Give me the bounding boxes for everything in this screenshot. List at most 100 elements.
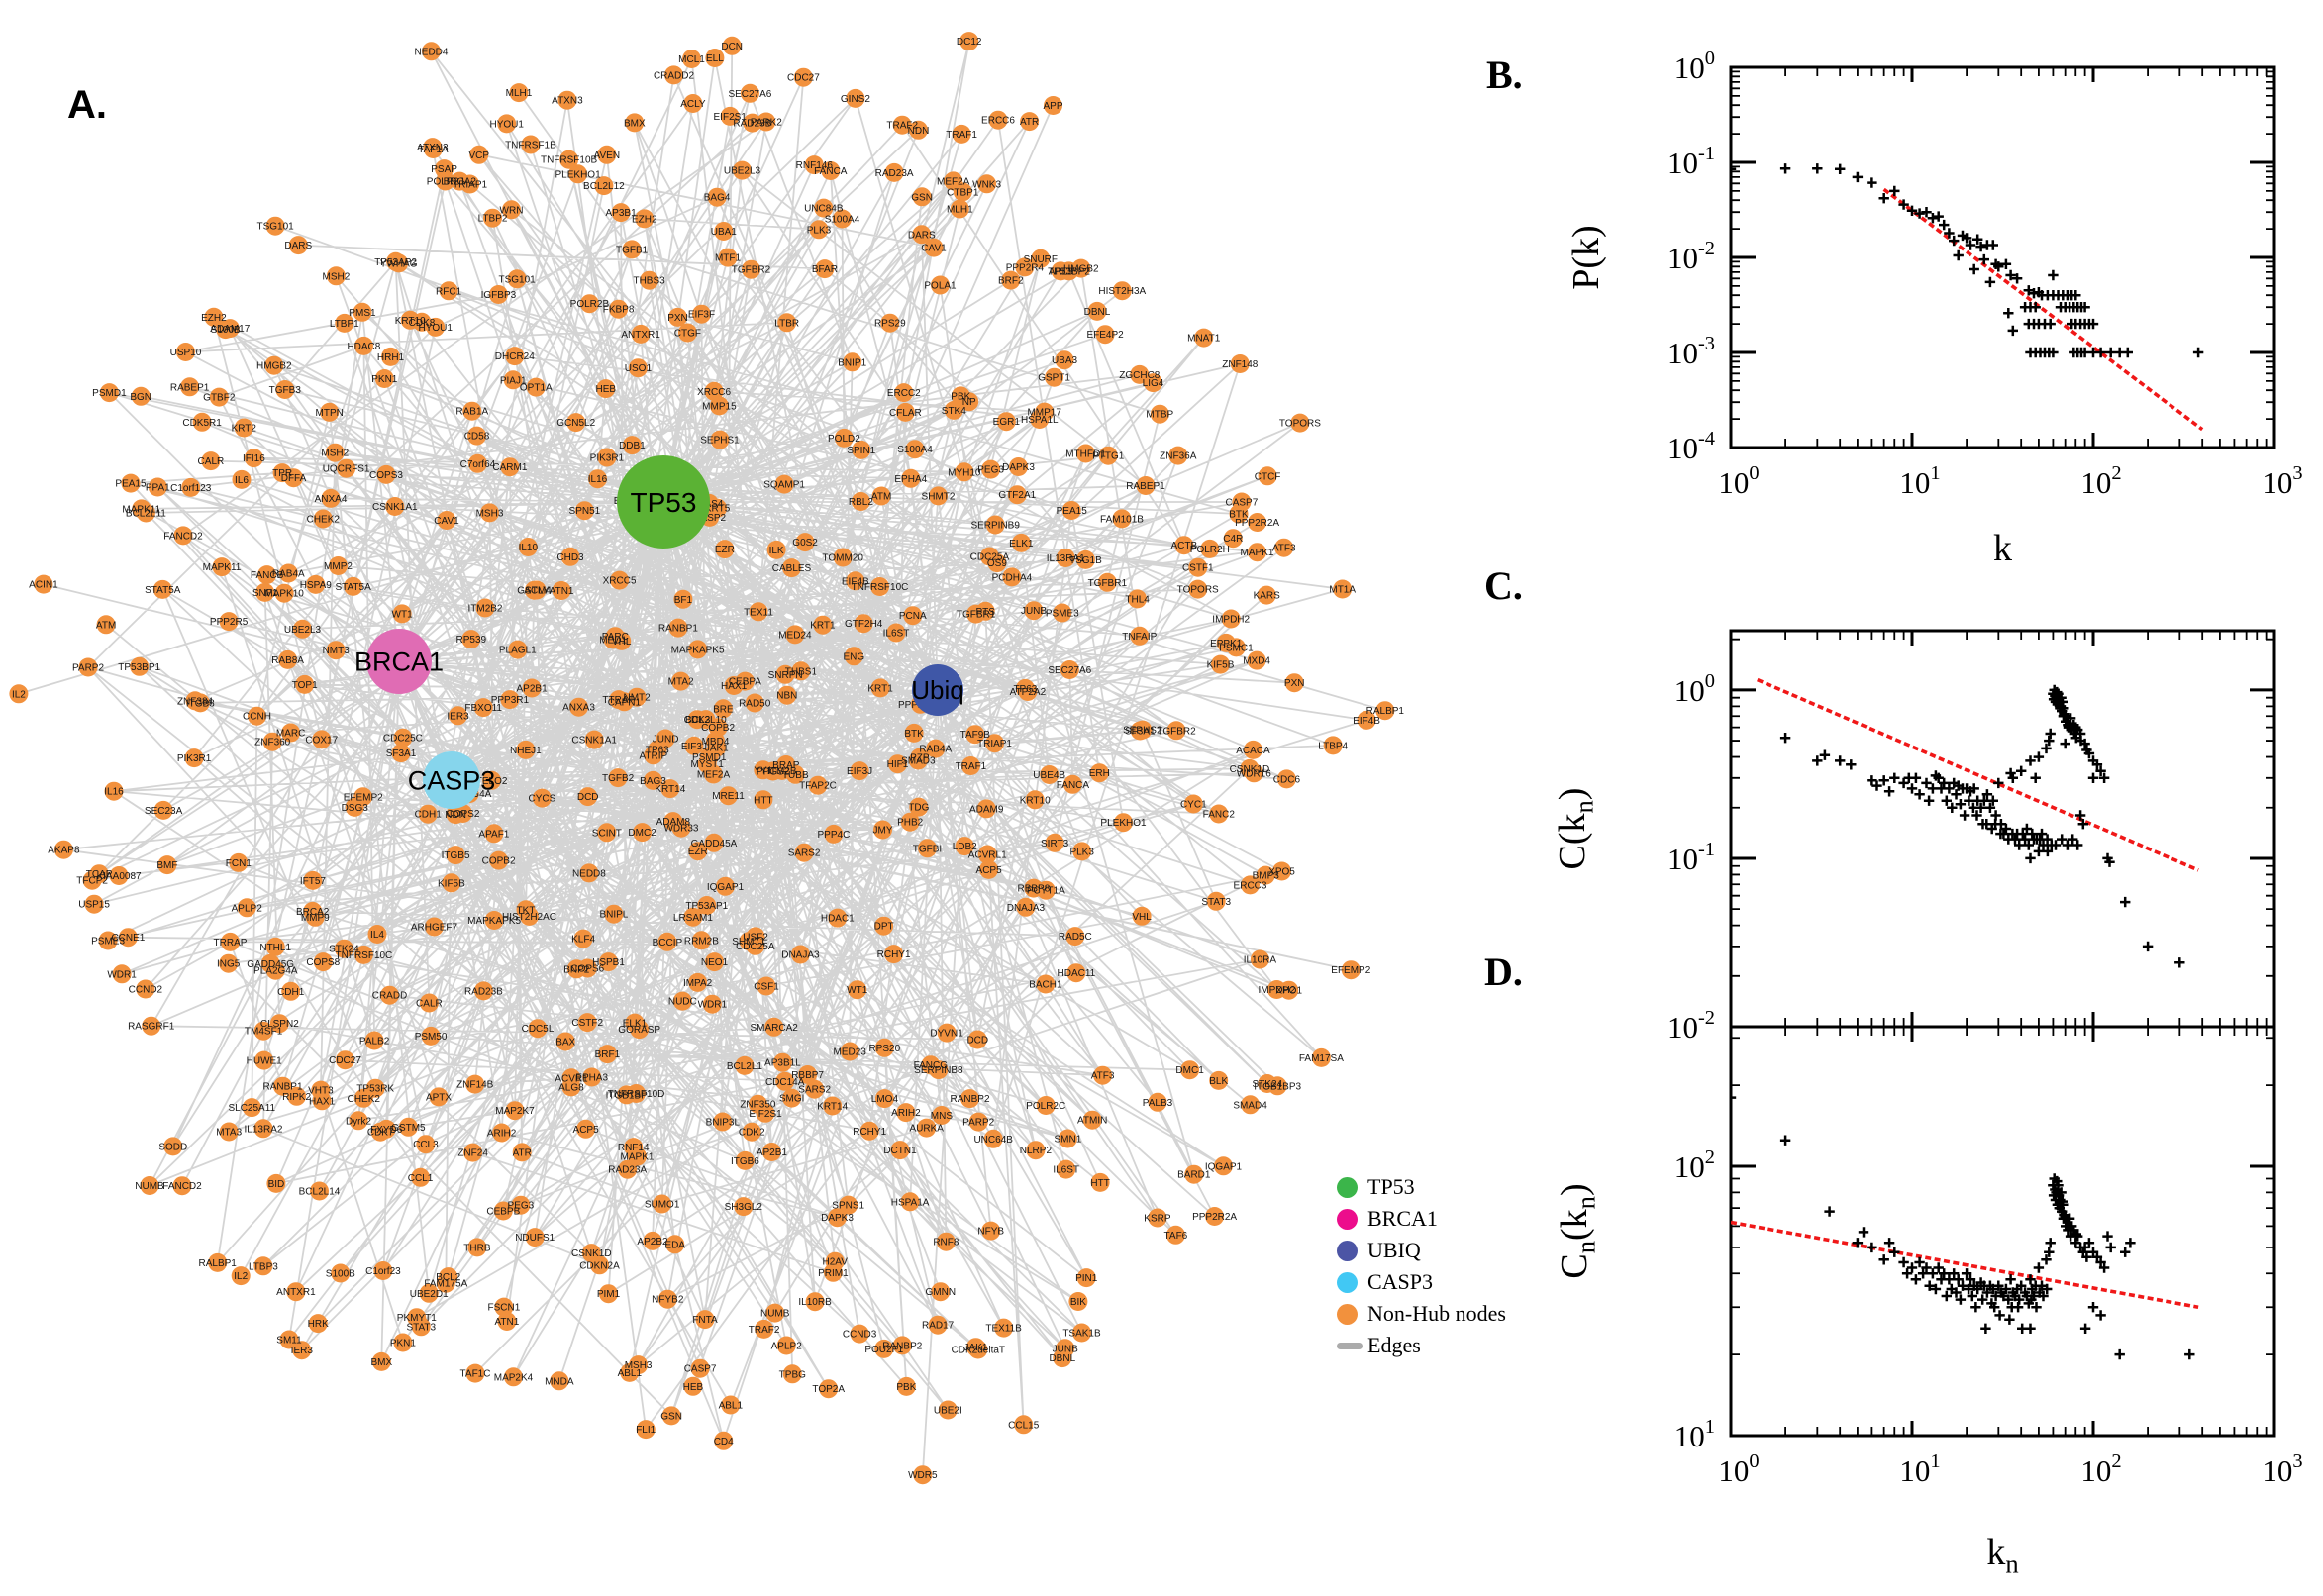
network-node-label: RP539	[456, 635, 487, 646]
network-node	[683, 94, 703, 113]
network-node	[668, 307, 687, 327]
network-node	[185, 691, 205, 711]
network-node	[1112, 509, 1132, 529]
network-node	[1045, 833, 1064, 852]
network-node-label: MT1A	[1329, 585, 1356, 596]
network-node-label: PSME3	[91, 937, 125, 948]
network-node	[255, 582, 275, 602]
network-node-label: GSN	[911, 192, 933, 203]
network-node-label: SCINT	[592, 828, 622, 839]
network-node	[1040, 765, 1060, 784]
network-node	[721, 1395, 741, 1415]
network-node-label: RAB4A	[919, 745, 952, 755]
panel-c-label: C.	[1484, 563, 1523, 608]
network-node	[994, 1318, 1014, 1338]
network-node	[1221, 609, 1241, 629]
network-node	[1183, 794, 1203, 814]
network-node-label: ADAM17	[210, 324, 250, 335]
network-node	[996, 412, 1016, 432]
network-node-label: STAT3	[1201, 897, 1231, 908]
network-node-label: FBXO11	[464, 703, 502, 714]
network-node-label: RNF8	[933, 1238, 960, 1248]
network-node-label: NMT3	[323, 646, 351, 656]
network-node-label: SF3A1	[1125, 727, 1156, 738]
network-node	[184, 748, 204, 768]
network-node	[754, 790, 773, 810]
fit-line	[1757, 677, 2199, 872]
network-node	[643, 1231, 662, 1250]
network-node-label: CDC14A	[765, 1077, 805, 1088]
network-node-label: RAD17	[922, 1321, 955, 1332]
network-node	[484, 824, 504, 844]
network-node-label: AP2B2	[637, 1237, 668, 1247]
network-node	[824, 824, 844, 844]
network-node	[605, 627, 625, 647]
network-node-label: APLP2	[232, 903, 263, 914]
network-node	[707, 187, 727, 207]
network-node-label: EPHA4	[894, 474, 927, 485]
network-node-label: SUMO1	[645, 1200, 680, 1211]
network-node	[344, 576, 363, 596]
network-node-label: OS9	[987, 558, 1007, 569]
network-node-label: HTT	[754, 795, 772, 806]
network-node	[900, 1192, 920, 1212]
network-node-label: ARL3	[1049, 266, 1073, 277]
network-node	[871, 486, 891, 506]
network-node	[833, 548, 853, 567]
network-node	[966, 604, 986, 624]
network-node-label: PSME3	[1046, 609, 1079, 620]
network-node-label: LTBP4	[1318, 741, 1348, 751]
network-node-label: ATMIN	[1077, 1116, 1107, 1127]
network-node-label: NMT2	[623, 693, 651, 704]
network-node	[422, 42, 441, 61]
network-node-label: CTBP1	[947, 187, 979, 198]
network-node-label: SIRT3	[1041, 839, 1069, 849]
network-node-label: UNC64B	[973, 1135, 1013, 1146]
network-node	[772, 1052, 792, 1072]
network-node-label: PIK3R1	[177, 753, 212, 764]
network-node-label: CALR	[416, 999, 443, 1010]
network-node	[500, 690, 520, 710]
network-node-label: GMNN	[926, 1287, 957, 1298]
network-node	[521, 135, 541, 154]
network-node	[329, 556, 348, 575]
network-node-label: XRCC5	[603, 576, 637, 587]
network-node-label: EIF4B	[1353, 716, 1380, 727]
network-node	[288, 236, 308, 255]
network-node	[1230, 354, 1250, 373]
network-node-label: PCDHA4	[992, 572, 1033, 583]
network-node-label: STK24	[329, 945, 359, 955]
network-node-label: HYOU1	[489, 119, 524, 130]
network-node	[522, 678, 542, 698]
network-node	[1130, 626, 1150, 646]
network-node	[894, 383, 914, 403]
network-node-label: CDC25A	[736, 942, 775, 952]
network-node-label: PPGS2	[757, 767, 790, 778]
network-node-label: ATR	[1020, 117, 1039, 128]
network-node	[749, 602, 768, 622]
hub-ubiq-circle	[912, 664, 963, 716]
network-node-label: PEG3	[508, 1201, 535, 1212]
network-node	[896, 1103, 916, 1123]
network-node-label: PALB2	[359, 1037, 390, 1047]
network-node-label: KRT1	[867, 683, 893, 694]
network-node	[278, 649, 298, 669]
network-node	[391, 744, 411, 763]
network-node	[1226, 638, 1246, 657]
network-node-label: MEF2A	[697, 770, 731, 781]
network-node-label: DCD	[966, 1036, 988, 1047]
network-node-label: GSTM5	[391, 1123, 426, 1134]
network-node	[691, 931, 711, 950]
network-node-label: PLK3	[1069, 847, 1094, 857]
network-node	[1229, 504, 1249, 524]
network-node-label: SARS2	[788, 848, 821, 859]
network-node	[1165, 1225, 1185, 1245]
network-node-label: ATN1	[494, 1317, 519, 1328]
network-node-label: MAP2K7	[495, 1106, 535, 1117]
network-node	[909, 120, 928, 140]
network-node	[756, 1103, 775, 1123]
network-node-label: CAV1	[921, 244, 947, 254]
network-node	[740, 83, 759, 103]
legend-label: Non-Hub nodes	[1367, 1301, 1506, 1326]
hub-tp53-circle	[617, 455, 710, 549]
